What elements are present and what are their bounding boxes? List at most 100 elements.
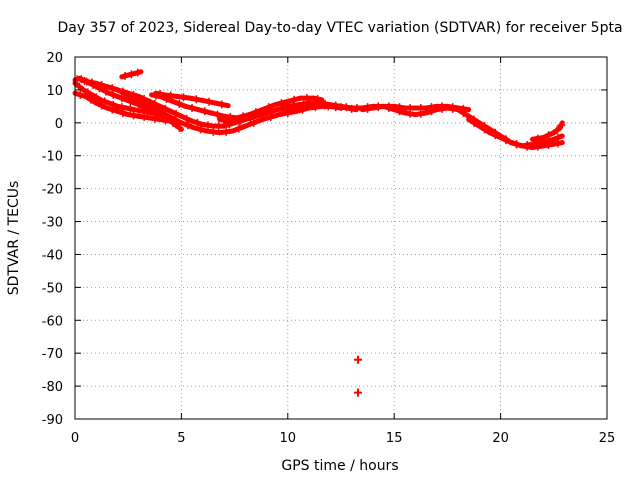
data-point-marker: [246, 113, 255, 122]
data-point-marker: [209, 127, 218, 136]
y-tick-label: -20: [42, 183, 63, 198]
data-point-marker: [299, 99, 308, 108]
data-point-marker: [175, 99, 184, 108]
data-point-marker: [183, 121, 192, 130]
y-tick-label: -80: [42, 380, 63, 395]
data-point-marker: [533, 134, 542, 143]
series-arc7: [153, 90, 231, 109]
data-point-marker: [161, 104, 170, 113]
data-point-marker: [140, 113, 149, 122]
series-arc11: [466, 117, 565, 150]
series-outliers: [354, 355, 363, 397]
data-point-marker: [200, 107, 209, 116]
data-point-marker: [140, 94, 149, 103]
chart-title: Day 357 of 2023, Sidereal Day-to-day VTE…: [57, 20, 622, 36]
series-arc2: [72, 80, 184, 132]
data-point-marker: [75, 82, 84, 91]
data-point-marker: [234, 124, 243, 133]
data-point-marker: [278, 104, 287, 113]
y-tick-label: -40: [42, 248, 63, 263]
y-tick-label: 20: [46, 51, 63, 66]
data-point-marker: [384, 104, 393, 113]
y-tick-label: -60: [42, 314, 63, 329]
y-tick-label: -90: [42, 413, 63, 428]
x-tick-label: 0: [71, 431, 79, 446]
y-axis-ticks: 20 10 0 -10 -20 -30 -40 -50 -60 -70 -80 -90: [42, 51, 607, 428]
x-tick-label: 15: [386, 431, 403, 446]
series-arc6: [119, 68, 144, 80]
data-point-marker: [175, 123, 184, 132]
data-point-marker: [204, 121, 212, 130]
data-point-marker: [523, 141, 532, 150]
data-point-marker: [480, 125, 489, 134]
plot-frame: [74, 56, 608, 420]
y-tick-label: 10: [46, 84, 63, 99]
data-point-marker: [257, 110, 266, 119]
x-tick-label: 25: [599, 431, 616, 446]
data-point-marker: [438, 104, 447, 113]
data-point-marker: [416, 109, 425, 118]
data-point-marker: [158, 108, 167, 117]
data-point-marker: [310, 99, 319, 108]
data-point-marker: [214, 122, 223, 131]
data-point-marker: [129, 111, 138, 120]
data-point-marker: [302, 94, 311, 103]
y-axis-label: SDTVAR / TECUs: [6, 181, 22, 296]
data-point-marker: [459, 108, 468, 117]
data-point-marker: [321, 99, 330, 108]
data-point-marker: [427, 107, 436, 116]
data-point-marker: [374, 103, 383, 112]
data-point-marker: [193, 118, 202, 127]
data-point-marker: [554, 133, 563, 142]
data-point-marker: [213, 110, 222, 119]
grid: [75, 57, 607, 419]
data-point-marker: [491, 131, 500, 140]
data-point-marker: [222, 127, 231, 136]
y-tick-label: -30: [42, 216, 63, 231]
x-tick-label: 5: [177, 431, 185, 446]
data-point-marker: [470, 118, 478, 127]
data-point-marker: [267, 107, 276, 116]
series-arc12: [530, 120, 566, 143]
data-point: [354, 388, 363, 397]
data-point-marker: [76, 90, 85, 99]
data-point-marker: [150, 99, 159, 108]
data-point-marker: [406, 109, 415, 118]
data-point-marker: [331, 101, 340, 110]
data-point-marker: [129, 90, 138, 99]
y-tick-label: -50: [42, 281, 63, 296]
y-tick-label: -70: [42, 347, 63, 362]
x-axis-ticks: 0 5 10 15 20 25: [71, 57, 615, 446]
data-point-marker: [501, 136, 510, 145]
data-point-marker: [118, 108, 127, 117]
data-point-marker: [448, 104, 457, 113]
data-point-marker: [108, 105, 117, 114]
data-point-marker: [161, 116, 170, 125]
data-point-marker: [133, 68, 142, 77]
data-point-marker: [552, 126, 561, 135]
data-point-marker: [162, 94, 171, 103]
data-point-marker: [557, 121, 566, 130]
x-tick-label: 10: [280, 431, 297, 446]
data-point-marker: [363, 104, 372, 113]
data-point-marker: [192, 95, 201, 104]
data-point-marker: [179, 93, 188, 102]
data-point: [354, 355, 363, 364]
data-point-marker: [290, 95, 299, 104]
data-point-marker: [249, 118, 258, 127]
data-point-marker: [512, 140, 521, 149]
data-point-marker: [289, 101, 298, 110]
data-point-marker: [86, 95, 95, 104]
data-point-marker: [118, 87, 127, 96]
x-axis-label: GPS time / hours: [281, 458, 398, 474]
data-point-marker: [97, 80, 106, 89]
data-point-marker: [182, 114, 191, 123]
data-point-marker: [205, 97, 214, 106]
data-point-marker: [188, 104, 197, 113]
data-point-marker: [395, 107, 404, 116]
data-point-marker: [352, 104, 361, 113]
data-point-marker: [150, 114, 159, 123]
data-points: [72, 68, 566, 397]
data-point-marker: [92, 93, 101, 102]
